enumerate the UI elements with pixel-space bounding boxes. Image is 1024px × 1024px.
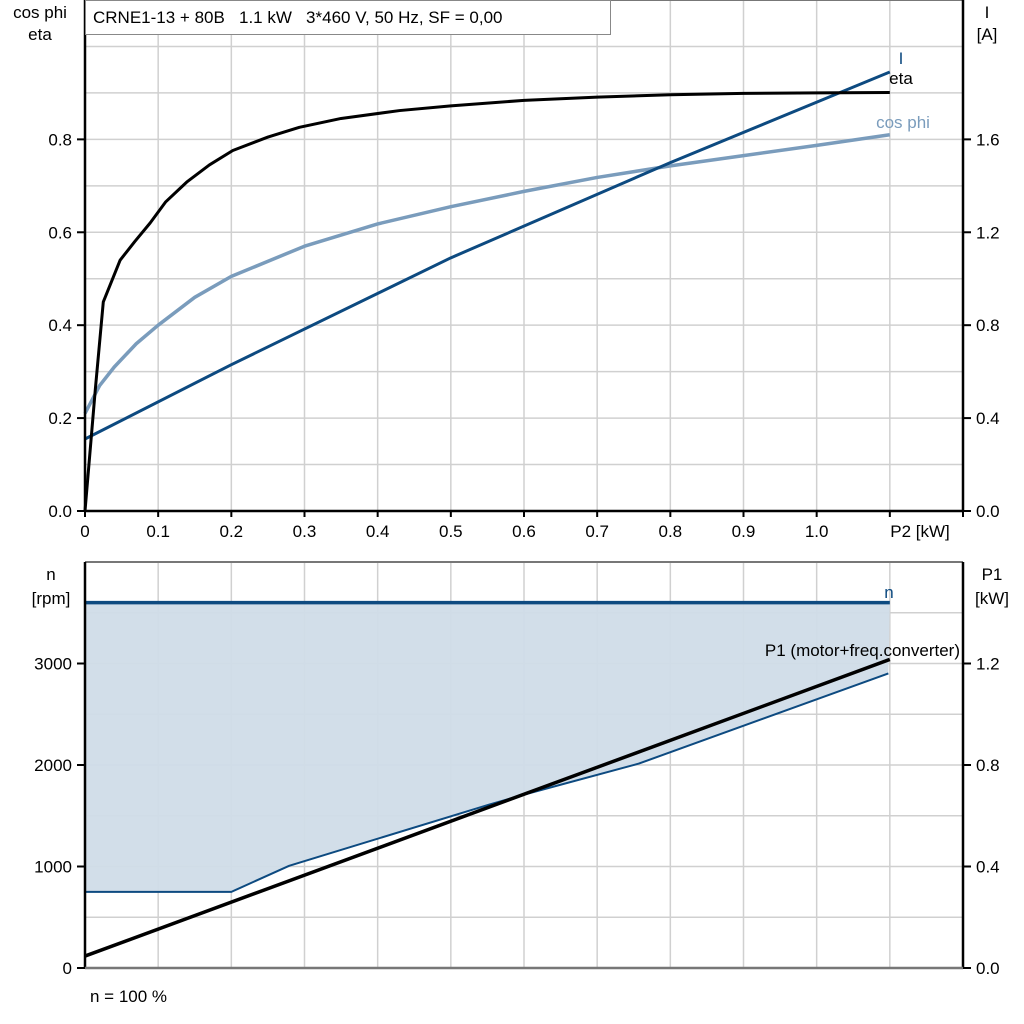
- y-tick-label-right: 0.4: [976, 858, 1000, 877]
- x-tick-label: 0.7: [585, 522, 609, 541]
- x-tick-label: 1.0: [805, 522, 829, 541]
- top-grid: [85, 0, 963, 511]
- x-tick-label: 0.6: [512, 522, 536, 541]
- x-tick-label: 0.4: [366, 522, 390, 541]
- y-tick-label-left: 0: [63, 959, 72, 978]
- x-tick-label: 0: [80, 522, 89, 541]
- y-tick-label-right: 0.0: [976, 502, 1000, 521]
- axes: [77, 0, 971, 970]
- bottom-ylabel-right-2: [kW]: [975, 589, 1009, 608]
- cos-phi-line: [83, 132, 891, 415]
- current-i-line: [84, 70, 891, 441]
- x-tick-label: 0.2: [220, 522, 244, 541]
- chart-title: CRNE1-13 + 80B 1.1 kW 3*460 V, 50 Hz, SF…: [93, 8, 502, 27]
- legend-label-cos-phi: cos phi: [876, 113, 930, 132]
- speed-footer: n = 100 %: [90, 987, 167, 1006]
- y-tick-label-left: 0.4: [48, 316, 72, 335]
- y-tick-label-right: 1.2: [976, 223, 1000, 242]
- speed-range-fill: [85, 602, 890, 892]
- title-box: [85, 0, 611, 35]
- p1-line: [84, 657, 891, 958]
- bottom-ylabel-right-1: P1: [982, 565, 1003, 584]
- y-tick-label-left: 2000: [34, 756, 72, 775]
- y-tick-label-left: 0.8: [48, 130, 72, 149]
- y-tick-label-right: 0.4: [976, 409, 1000, 428]
- legend-label-i: I: [899, 49, 904, 68]
- lower-speed-line: [85, 672, 889, 893]
- top-ylabel-right-1: I: [985, 3, 990, 22]
- x-tick-label: 0.9: [732, 522, 756, 541]
- legend-label-p1: P1 (motor+freq.converter): [765, 641, 960, 660]
- legend-label-n: n: [884, 583, 893, 602]
- top-ylabel-right-2: [A]: [977, 25, 998, 44]
- top-ylabel-left-2: eta: [28, 25, 52, 44]
- x-tick-label: 0.1: [146, 522, 170, 541]
- tick-labels: 0 0.1 0.2 0.3 0.4 0.5 0.6 0.7 0.8 0.9 1.0 0.0 0.2 0.4…: [34, 130, 999, 978]
- eta-line: [83, 90, 890, 512]
- top-xlabel: P2 [kW]: [890, 522, 950, 541]
- y-tick-label-right: 0.8: [976, 316, 1000, 335]
- legend-label-eta: eta: [889, 69, 913, 88]
- y-tick-label-left: 0.0: [48, 502, 72, 521]
- chart-marks: [83, 70, 891, 958]
- y-tick-label-left: 3000: [34, 655, 72, 674]
- y-tick-label-right: 1.2: [976, 655, 1000, 674]
- y-tick-label-left: 0.6: [48, 223, 72, 242]
- x-tick-label: 0.8: [659, 522, 683, 541]
- top-ylabel-left-1: cos phi: [13, 3, 67, 22]
- bottom-ylabel-left-2: [rpm]: [32, 589, 71, 608]
- x-tick-label: 0.5: [439, 522, 463, 541]
- bottom-ylabel-left-1: n: [46, 565, 55, 584]
- y-tick-label-left: 1000: [34, 858, 72, 877]
- y-tick-label-right: 0.8: [976, 756, 1000, 775]
- y-tick-label-right: 1.6: [976, 130, 1000, 149]
- x-tick-label: 0.3: [293, 522, 317, 541]
- y-tick-label-right: 0.0: [976, 959, 1000, 978]
- y-tick-label-left: 0.2: [48, 409, 72, 428]
